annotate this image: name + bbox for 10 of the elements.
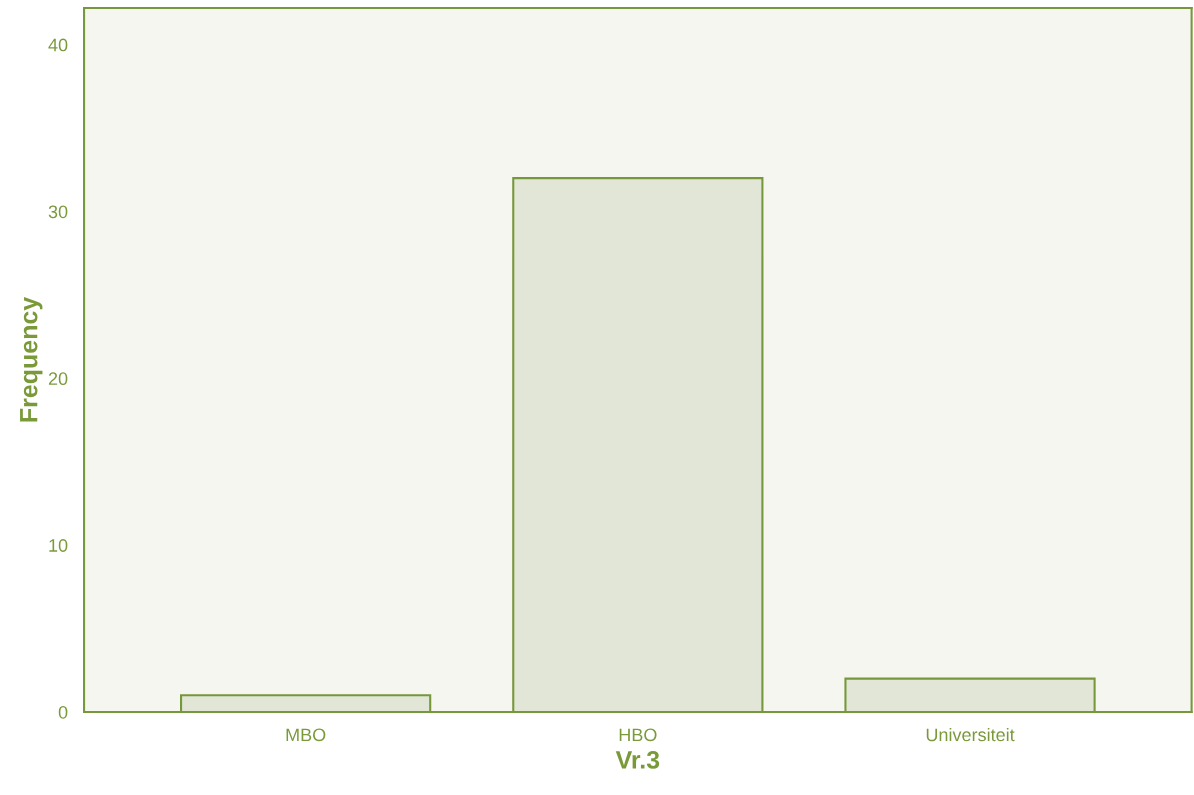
x-tick-label: Universiteit	[926, 727, 1015, 742]
y-tick-label: 10	[49, 539, 68, 552]
y-tick-label: 30	[48, 205, 68, 219]
x-tick-label: MBO	[286, 728, 326, 742]
y-axis-title: Frequency	[20, 296, 43, 422]
x-axis-title: Vr.3	[615, 751, 660, 769]
y-tick-label: 20	[48, 372, 68, 386]
y-tick-label: 40	[48, 38, 68, 52]
x-tick-label: HBO	[619, 728, 657, 742]
y-tick-label: 0	[58, 705, 68, 719]
